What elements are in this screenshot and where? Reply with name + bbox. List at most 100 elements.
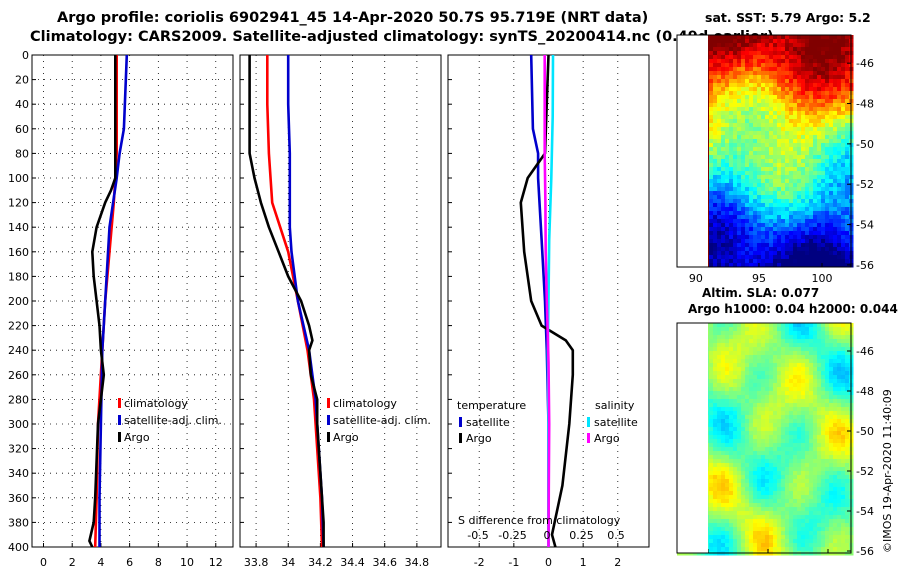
map-cell [809,239,814,244]
map-cell [837,55,842,60]
map-cell [785,123,790,128]
map-cell [761,99,766,104]
map-cell [805,395,810,400]
map-cell [777,263,782,268]
map-cell [713,235,718,240]
map-cell [773,147,778,152]
map-cell [725,51,730,56]
map-cell [817,139,822,144]
map-cell [793,479,798,484]
map-cell [833,171,838,176]
map-cell [733,403,738,408]
map-cell [825,367,830,372]
map-cell [717,435,722,440]
map-cell [741,363,746,368]
map-cell [717,203,722,208]
map-cell [741,519,746,524]
map-cell [757,511,762,516]
map-cell [837,127,842,132]
map-cell [845,91,850,96]
map-cell [749,247,754,252]
map-cell [709,227,714,232]
map-cell [737,459,742,464]
map-cell [813,367,818,372]
map-cell [809,411,814,416]
map-cell [833,415,838,420]
map-cell [741,387,746,392]
map-cell [801,91,806,96]
map-cell [721,255,726,260]
map-cell [765,115,770,120]
map-cell [845,439,850,444]
map-cell [717,407,722,412]
map-cell [709,511,714,516]
map-cell [757,75,762,80]
map-cell [773,331,778,336]
map-cell [845,103,850,108]
map-cell [737,143,742,148]
map-cell [765,227,770,232]
map-cell [709,523,714,528]
map-cell [713,127,718,132]
map-cell [725,387,730,392]
map-cell [805,367,810,372]
map-cell [789,251,794,256]
map-cell [809,243,814,248]
map-cell [829,147,834,152]
map-cell [805,379,810,384]
map-cell [769,71,774,76]
map-cell [713,151,718,156]
map-cell [777,251,782,256]
map-cell [817,511,822,516]
map-cell [745,71,750,76]
map-cell [789,215,794,220]
map-cell [837,159,842,164]
map-cell [749,391,754,396]
map-cell [817,323,822,328]
map-cell [805,331,810,336]
map-cell [817,187,822,192]
map-cell [745,507,750,512]
map-cell [845,387,850,392]
map-cell [809,459,814,464]
map-cell [817,167,822,172]
map-cell [813,363,818,368]
map-cell [769,471,774,476]
map-cell [809,519,814,524]
map-cell [805,75,810,80]
map-cell [833,327,838,332]
map-cell [753,367,758,372]
map-cell [793,95,798,100]
map-cell [781,411,786,416]
map-cell [781,111,786,116]
map-cell [821,259,826,264]
map-cell [817,259,822,264]
map-cell [837,219,842,224]
map-cell [721,231,726,236]
map-cell [809,371,814,376]
map-cell [713,379,718,384]
map-cell [845,459,850,464]
map-cell [765,475,770,480]
map-cell [761,515,766,520]
map-cell [733,151,738,156]
map-cell [837,483,842,488]
map-cell [801,87,806,92]
map-cell [801,447,806,452]
map-cell [841,135,846,140]
map-cell [825,507,830,512]
map-cell [765,151,770,156]
map-cell [713,183,718,188]
map-cell [805,447,810,452]
map-cell [805,475,810,480]
sla-map: -46-48-50-52-54-56 [676,322,874,558]
map-cell [745,47,750,52]
map-cell [825,379,830,384]
map-cell [821,343,826,348]
map-cell [709,259,714,264]
map-cell [785,199,790,204]
map-cell [721,247,726,252]
map-cell [841,47,846,52]
map-cell [717,463,722,468]
map-cell [801,151,806,156]
